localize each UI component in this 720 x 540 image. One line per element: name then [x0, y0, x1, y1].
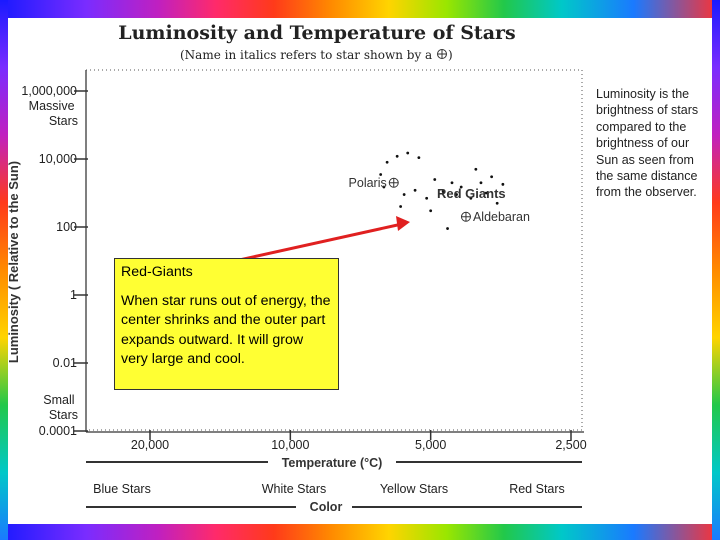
named-star-label: Polaris [349, 176, 387, 190]
callout-arrow-head [396, 216, 410, 231]
x-axis-label: Temperature (°C) [282, 456, 383, 470]
y-tick-label: 1,000,000 [21, 84, 77, 98]
y-tick-label: 0.0001 [39, 424, 77, 438]
star-point [395, 154, 399, 158]
star-point [417, 156, 421, 159]
luminosity-note: Luminosity is the brightness of stars co… [596, 87, 699, 200]
star-point [490, 175, 494, 179]
star-point [459, 185, 463, 189]
star-point [455, 193, 458, 196]
color-category-label: White Stars [262, 482, 327, 496]
color-category-label: Yellow Stars [380, 482, 448, 496]
subtitle-text: (Name in italics refers to star shown by… [180, 48, 433, 62]
star-point [441, 190, 445, 193]
red-giant-points [379, 151, 505, 230]
chart-subtitle: (Name in italics refers to star shown by… [180, 48, 453, 62]
y-tick-label: 10,000 [39, 152, 77, 166]
star-point [469, 196, 473, 200]
rainbow-border-bottom [0, 524, 720, 540]
color-axis-label: Color [310, 500, 343, 514]
x-tick-label: 2,500 [555, 438, 586, 452]
star-marker-icon [388, 177, 399, 188]
star-point [433, 178, 437, 181]
y-axis-label: Luminosity ( Relative to the Sun) [6, 161, 21, 363]
red-giants-callout: Red-Giants When star runs out of energy,… [114, 258, 339, 390]
y-tick-label: 1 [70, 288, 77, 302]
star-point [484, 191, 488, 195]
star-point [425, 196, 429, 200]
chart-title: Luminosity and Temperature of Stars [118, 22, 516, 44]
named-star-label: Aldebaran [473, 210, 530, 224]
star-point [385, 160, 389, 164]
callout-body: When star runs out of energy, the center… [121, 292, 331, 368]
star-point [479, 181, 483, 185]
star-point [450, 181, 454, 185]
rainbow-border-top [0, 0, 720, 18]
star-point [399, 205, 403, 208]
star-point [446, 227, 449, 230]
color-category-label: Blue Stars [93, 482, 151, 496]
callout-heading: Red-Giants [121, 264, 193, 280]
star-marker-icon [460, 211, 471, 222]
color-category-group: Blue Stars White Stars Yellow Stars Red Sta… [93, 482, 565, 496]
y-bottom-end-label-line: Stars [49, 408, 78, 422]
y-top-end-label-line: Massive [29, 99, 75, 113]
y-bottom-end-label: Small Stars [43, 393, 78, 422]
x-tick-label: 5,000 [415, 438, 446, 452]
star-point [501, 182, 505, 186]
star-point [379, 173, 383, 176]
star-point [474, 167, 478, 171]
star-marker-icon [437, 49, 448, 59]
y-tick-label: 0.01 [53, 356, 77, 370]
star-point [413, 188, 417, 192]
y-bottom-end-label-line: Small [43, 393, 74, 407]
named-stars: Polaris Aldebaran [349, 176, 530, 224]
y-tick-group: 1,000,000 10,000 100 1 0.01 0.0001 [21, 84, 88, 438]
star-point [382, 185, 386, 189]
color-category-label: Red Stars [509, 482, 565, 496]
subtitle-end: ) [448, 48, 453, 62]
star-point [406, 151, 410, 155]
x-tick-label: 20,000 [131, 438, 169, 452]
y-top-end-label: Massive Stars [29, 99, 78, 128]
star-point [429, 209, 433, 213]
x-tick-label: 10,000 [271, 438, 309, 452]
rainbow-border-left [0, 0, 8, 540]
rainbow-border-right [712, 0, 720, 540]
y-tick-label: 100 [56, 220, 77, 234]
star-point [495, 201, 499, 205]
group-label: Red Giants [437, 186, 506, 201]
x-tick-group: 20,000 10,000 5,000 2,500 [131, 430, 587, 452]
y-top-end-label-line: Stars [49, 114, 78, 128]
star-point [402, 193, 406, 196]
